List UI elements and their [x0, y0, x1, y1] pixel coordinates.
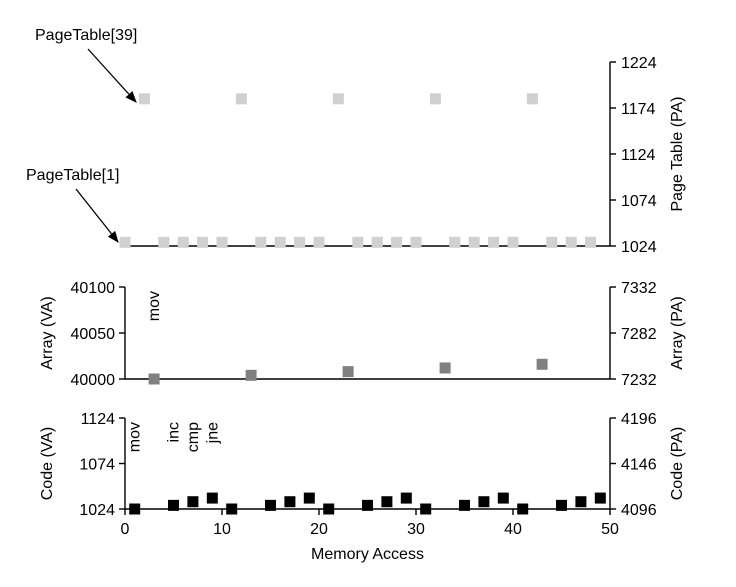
right-tick-label: 1174	[621, 101, 656, 118]
data-point	[575, 496, 587, 508]
right-tick-label: 4096	[621, 502, 657, 519]
data-point	[400, 492, 412, 504]
data-point	[148, 373, 160, 385]
x-tick-label: 0	[121, 521, 130, 538]
data-point	[556, 499, 567, 511]
x-tick-label: 20	[310, 521, 328, 538]
data-point	[216, 236, 228, 248]
left-tick-label: 1074	[79, 457, 115, 474]
data-point	[565, 236, 577, 248]
data-point	[585, 236, 597, 248]
data-point	[187, 496, 199, 508]
data-point	[303, 492, 315, 504]
data-point	[284, 496, 296, 508]
data-point	[323, 503, 335, 515]
right-tick-label: 1224	[621, 55, 657, 72]
right-tick-label: 7282	[621, 326, 657, 343]
data-point	[265, 499, 276, 511]
data-point	[352, 236, 364, 248]
right-tick-label: 7332	[621, 280, 657, 297]
instruction-label: jne	[204, 422, 221, 444]
x-axis-title: Memory Access	[311, 546, 424, 563]
right-tick-label: 4146	[621, 457, 657, 474]
instruction-label: mov	[127, 422, 144, 452]
instruction-label: inc	[166, 422, 183, 442]
data-point	[177, 236, 189, 248]
data-point	[391, 236, 403, 248]
data-point	[158, 236, 170, 248]
data-point	[294, 236, 306, 248]
data-point	[197, 236, 209, 248]
left-tick-label: 1124	[81, 411, 116, 428]
x-tick-label: 30	[407, 521, 425, 538]
data-point	[381, 496, 393, 508]
right-axis-title: Page Table (PA)	[669, 96, 686, 211]
data-point	[168, 499, 179, 511]
page-table-panel: 1224 1174 1124 1074 1024 Page Table (PA) PageT…	[26, 27, 686, 256]
annotation-label: PageTable[1]	[26, 167, 119, 184]
left-tick-label: 40000	[71, 372, 116, 389]
right-axis-title: Code (PA)	[669, 427, 686, 501]
data-point	[206, 492, 218, 504]
data-point	[129, 503, 141, 515]
annotation-arrow	[87, 48, 137, 103]
data-point	[517, 503, 529, 515]
data-point	[594, 492, 606, 504]
annotation-label: PageTable[39]	[35, 27, 137, 44]
data-point	[226, 503, 238, 515]
left-tick-label: 40100	[71, 280, 116, 297]
data-point	[371, 236, 383, 248]
data-point	[235, 93, 247, 105]
right-tick-label: 1024	[621, 239, 657, 256]
x-tick-label: 10	[213, 521, 231, 538]
data-point	[449, 236, 461, 248]
data-point	[459, 499, 470, 511]
x-tick-label: 50	[601, 521, 619, 538]
data-point	[410, 236, 422, 248]
left-axis-title: Array (VA)	[39, 296, 56, 369]
right-tick-label: 7232	[621, 372, 657, 389]
code-panel: 4196 4146 4096 Code (PA) 1124 1074 1024 Code (V…	[39, 411, 686, 563]
data-point	[468, 236, 480, 248]
data-point	[245, 369, 257, 381]
data-point	[546, 236, 558, 248]
left-tick-label: 40050	[71, 326, 116, 343]
instruction-label: cmp	[185, 422, 202, 452]
data-point	[255, 236, 267, 248]
instruction-label: mov	[146, 291, 163, 321]
data-point	[332, 93, 344, 105]
data-point	[362, 499, 373, 511]
annotation-arrow	[75, 188, 119, 243]
left-axis-title: Code (VA)	[39, 427, 56, 501]
data-point	[274, 236, 286, 248]
data-point	[488, 236, 500, 248]
data-point	[507, 236, 519, 248]
data-point	[313, 236, 325, 248]
right-tick-label: 4196	[621, 411, 657, 428]
array-panel: 7332 7282 7232 Array (PA) 40100 40050 40000 Arr…	[39, 280, 686, 389]
data-point	[478, 496, 490, 508]
data-point	[439, 362, 451, 374]
data-point	[429, 93, 441, 105]
right-tick-label: 1074	[621, 193, 657, 210]
data-point	[526, 93, 538, 105]
left-tick-label: 1024	[79, 502, 115, 519]
data-point	[138, 93, 150, 105]
x-tick-label: 40	[504, 521, 522, 538]
data-point	[342, 366, 354, 378]
data-point	[536, 358, 548, 370]
data-point	[497, 492, 509, 504]
right-tick-label: 1124	[621, 147, 656, 164]
right-axis-title: Array (PA)	[669, 296, 686, 369]
data-point	[420, 503, 432, 515]
data-point	[119, 236, 131, 248]
